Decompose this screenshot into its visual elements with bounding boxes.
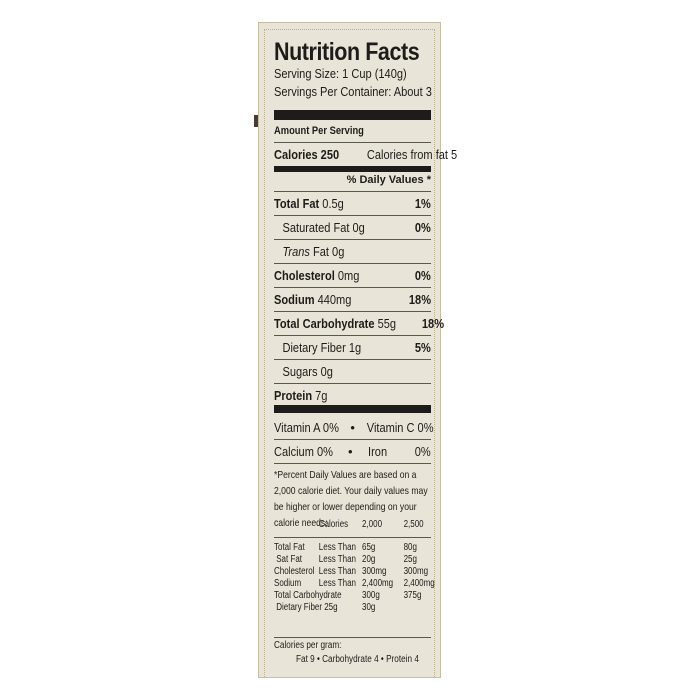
- nutrient-name: Total Fat: [274, 196, 320, 211]
- thick-divider: [274, 110, 431, 120]
- nutrient-dv: 0%: [415, 220, 431, 235]
- dv-table-cell: 20g: [362, 554, 376, 565]
- nutrient-dv: 0%: [415, 268, 431, 283]
- footnote: *Percent Daily Values are based on a 2,0…: [274, 469, 428, 529]
- nutrient-name: Trans: [282, 244, 310, 259]
- dv-table-row: Sodium Less Than 2,400mg 2,400mg: [274, 578, 435, 590]
- dv-table-cell: 2,400mg: [362, 578, 394, 589]
- calories-per-gram: Calories per gram:: [274, 640, 342, 651]
- dv-table-cell: Total Carbohydrate: [274, 590, 342, 601]
- dv-table-cell: 2,500: [403, 519, 424, 530]
- nutrient-name: Protein: [274, 388, 313, 403]
- nutrient-name: Total Carbohydrate: [274, 316, 375, 331]
- nutrient-name: Sugars 0g: [282, 364, 333, 379]
- nutrient-amount: 440mg: [317, 292, 352, 307]
- vitamin-left: Calcium 0%: [274, 444, 333, 459]
- servings-per-container: Servings Per Container: About 3: [274, 84, 432, 99]
- daily-values-table: Calories 2,000 2,500 Total Fat Less Than 65g 8…: [274, 519, 475, 614]
- dv-table-cell: Sodium: [274, 578, 302, 589]
- vitamin-row: Calcium 0% • Iron 0%: [274, 439, 431, 463]
- vitamin-row: Vitamin A 0% • Vitamin C 0%: [274, 416, 434, 439]
- dv-table-row: Sat Fat Less Than 20g 25g: [274, 554, 435, 566]
- vitamin-right: Iron 0%: [368, 444, 431, 459]
- nutrient-row: Total Carbohydrate 55g 18%: [274, 311, 444, 335]
- vitamin-right: Vitamin C 0%: [366, 420, 434, 435]
- nutrient-row: Protein 7g: [274, 383, 431, 407]
- dv-table-cell: Less Than: [318, 578, 357, 589]
- nutrient-row: Cholesterol 0mg 0%: [274, 263, 431, 287]
- nutrient-row: Sugars 0g: [274, 359, 431, 383]
- dv-table-cell: [274, 519, 319, 531]
- dv-table-row: Total Fat Less Than 65g 80g: [274, 542, 435, 554]
- nutrient-dv: 18%: [421, 316, 444, 331]
- label-border: [264, 29, 435, 677]
- calories: Calories 250: [274, 147, 340, 162]
- calories-from-fat: Calories from fat 5: [366, 147, 457, 162]
- dv-table-cell: 25g: [403, 554, 417, 565]
- dv-table-cell: Less Than: [318, 542, 357, 553]
- dv-table-cell: 2,400mg: [403, 578, 435, 589]
- nutrient-row: Sodium 440mg 18%: [274, 287, 431, 311]
- calories-row: Calories 250 Calories from fat 5: [274, 142, 457, 166]
- dv-table-cell: 65g: [362, 542, 376, 553]
- nutrient-amount: Fat 0g: [313, 244, 345, 259]
- dv-table-cell: Total Fat: [274, 542, 305, 553]
- nutrient-row: Dietary Fiber 1g 5%: [274, 335, 431, 359]
- nutrient-dv: 18%: [408, 292, 431, 307]
- bullet: •: [348, 444, 353, 459]
- dv-table-cell: 2,000: [362, 519, 383, 530]
- dv-table-row: Calories 2,000 2,500: [274, 519, 435, 531]
- dv-table-row: Dietary Fiber 25g 30g: [274, 602, 435, 614]
- dv-table-cell: Dietary Fiber 25g: [274, 602, 338, 613]
- package-edge: [254, 115, 258, 127]
- nutrient-dv: 1%: [415, 196, 431, 211]
- dv-table-cell: 300mg: [362, 566, 387, 577]
- dv-table-cell: Less Than: [318, 566, 357, 577]
- dv-table-cell: 300mg: [403, 566, 429, 577]
- nutrient-name: Cholesterol: [274, 268, 335, 283]
- dv-table-cell: 30g: [362, 602, 376, 613]
- nutrient-name: Dietary Fiber 1g: [282, 340, 362, 355]
- nutrient-name: Sodium: [274, 292, 315, 307]
- calories-per-gram-values: Fat 9 • Carbohydrate 4 • Protein 4: [296, 654, 419, 665]
- dv-table-cell: 80g: [403, 542, 417, 553]
- nutrient-dv: 5%: [415, 340, 431, 355]
- serving-size: Serving Size: 1 Cup (140g): [274, 66, 407, 81]
- dv-table-cell: Cholesterol: [274, 566, 315, 577]
- dv-table-cell: Sat Fat: [274, 554, 303, 565]
- nutrient-row: Trans Fat 0g: [274, 239, 431, 263]
- nutrient-name: Saturated Fat 0g: [282, 220, 365, 235]
- bullet: •: [350, 420, 355, 435]
- nutrient-row: Total Fat 0.5g 1%: [274, 191, 431, 215]
- thick-divider: [274, 405, 431, 413]
- nutrient-row: Saturated Fat 0g 0%: [274, 215, 431, 239]
- nutrient-list: Total Fat 0.5g 1% Saturated Fat 0g 0% Trans…: [274, 191, 444, 407]
- nutrient-amount: 7g: [315, 388, 328, 403]
- nutrient-amount: 55g: [377, 316, 397, 331]
- dv-table-row: Total Carbohydrate 300g 375g: [274, 590, 435, 602]
- vitamin-list: Vitamin A 0% • Vitamin C 0% Calcium 0% • Iron…: [274, 416, 434, 463]
- vitamin-left: Vitamin A 0%: [274, 420, 339, 435]
- label-title: Nutrition Facts: [274, 38, 420, 66]
- dv-table-cell: 300g: [362, 590, 380, 601]
- dv-table-cell: Calories: [318, 519, 349, 530]
- dv-table-cell: Less Than: [318, 554, 357, 565]
- medium-divider: [274, 166, 431, 172]
- dv-table-row: Cholesterol Less Than 300mg 300mg: [274, 566, 435, 578]
- nutrient-amount: 0mg: [337, 268, 360, 283]
- daily-values-header: % Daily Values *: [346, 174, 431, 186]
- nutrient-amount: 0.5g: [322, 196, 344, 211]
- amount-per-serving: Amount Per Serving: [274, 125, 364, 137]
- dv-table-cell: 375g: [403, 590, 422, 601]
- nutrition-panel: [258, 22, 441, 678]
